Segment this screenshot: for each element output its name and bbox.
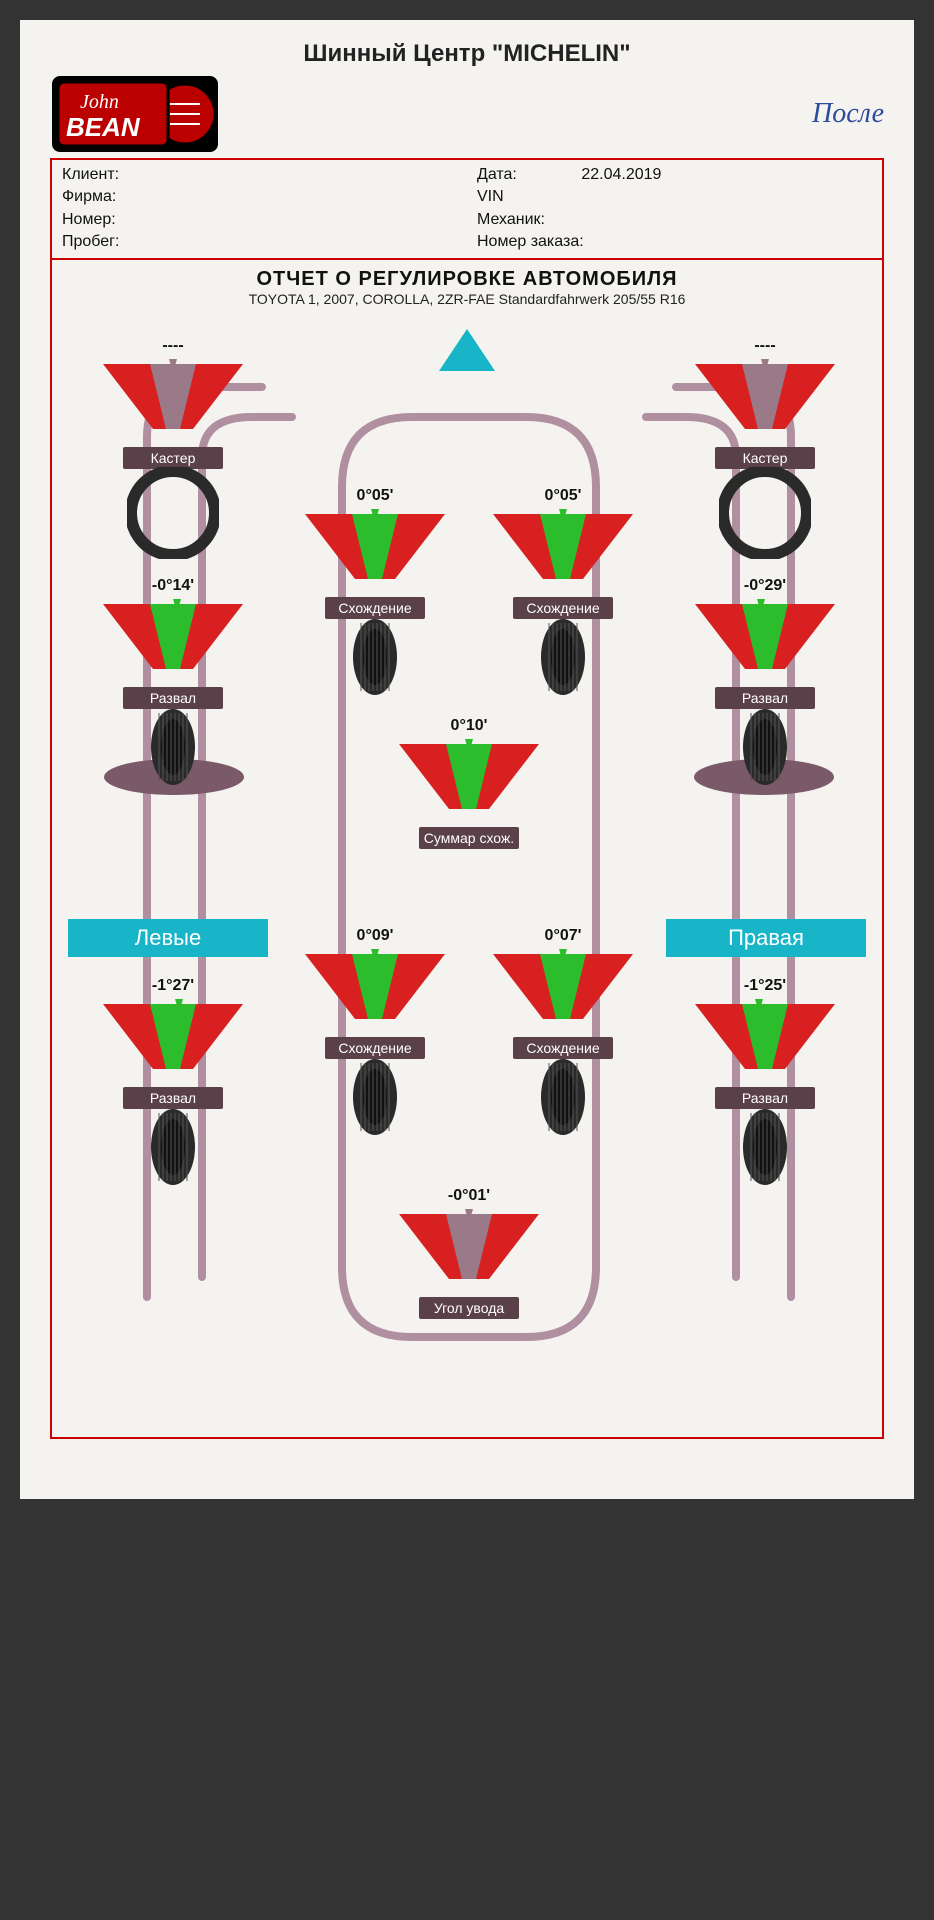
gauge-label: Развал <box>123 1087 223 1109</box>
firm-label: Фирма: <box>62 186 457 208</box>
rear-left-toe: 0°09' Схождение <box>300 927 450 1137</box>
gauge-value: -1°25' <box>690 977 840 995</box>
logo-row: John BEAN После <box>50 74 884 154</box>
gauge-label: Развал <box>715 687 815 709</box>
rear-left-camber: -1°27' Развал <box>98 977 248 1187</box>
gauge-label: Угол увода <box>419 1297 519 1319</box>
front-right-camber: -0°29' Развал <box>690 577 840 787</box>
diagram-box: ОТЧЕТ О РЕГУЛИРОВКЕ АВТОМОБИЛЯ TOYOTA 1,… <box>50 260 884 1439</box>
gauge-value: -1°27' <box>98 977 248 995</box>
gauge-label: Схождение <box>513 597 613 619</box>
client-label: Клиент: <box>62 164 457 186</box>
report-title: ОТЧЕТ О РЕГУЛИРОВКЕ АВТОМОБИЛЯ <box>52 260 882 291</box>
gauge-value: 0°09' <box>300 927 450 945</box>
front-left-caster: ---- Кастер <box>98 337 248 559</box>
gauge-value: 0°07' <box>488 927 638 945</box>
client-info-box: Клиент: Фирма: Номер: Пробег: Дата: 22.0… <box>50 158 884 260</box>
gauge-label: Развал <box>123 687 223 709</box>
gauge-label: Схождение <box>513 1037 613 1059</box>
direction-arrow-icon <box>437 327 497 373</box>
center-title: Шинный Центр "MICHELIN" <box>50 40 884 68</box>
thrust-angle: -0°01' Угол увода <box>394 1187 544 1317</box>
gauge-label: Суммар схож. <box>419 827 519 849</box>
number-label: Номер: <box>62 209 457 231</box>
rear-right-camber: -1°25' Развал <box>690 977 840 1187</box>
report-sheet: Шинный Центр "MICHELIN" John BEAN После … <box>20 20 914 1499</box>
svg-text:John: John <box>80 91 119 113</box>
rear-right-toe: 0°07' Схождение <box>488 927 638 1137</box>
right-side-label: Правая <box>666 919 866 957</box>
mileage-label: Пробег: <box>62 231 457 253</box>
front-left-camber: -0°14' Развал <box>98 577 248 787</box>
gauge-value: 0°10' <box>394 717 544 735</box>
gauge-value: 0°05' <box>300 487 450 505</box>
gauge-label: Схождение <box>325 597 425 619</box>
date-label: Дата: <box>477 166 517 183</box>
left-side-label: Левые <box>68 919 268 957</box>
gauge-value: ---- <box>98 337 248 355</box>
front-right-toe: 0°05' Схождение <box>488 487 638 697</box>
gauge-value: -0°29' <box>690 577 840 595</box>
gauge-label: Кастер <box>715 447 815 469</box>
gauge-value: 0°05' <box>488 487 638 505</box>
gauge-label: Кастер <box>123 447 223 469</box>
gauge-label: Схождение <box>325 1037 425 1059</box>
gauge-value: -0°14' <box>98 577 248 595</box>
mechanic-label: Механик: <box>477 209 872 231</box>
front-total-toe: 0°10' Суммар схож. <box>394 717 544 847</box>
gauge-value: ---- <box>690 337 840 355</box>
order-label: Номер заказа: <box>477 231 872 253</box>
gauge-value: -0°01' <box>394 1187 544 1205</box>
front-right-caster: ---- Кастер <box>690 337 840 559</box>
vehicle-line: TOYOTA 1, 2007, COROLLA, 2ZR-FAE Standar… <box>52 291 882 313</box>
svg-text:BEAN: BEAN <box>66 112 141 142</box>
vin-label: VIN <box>477 186 872 208</box>
alignment-diagram: Левые Правая ---- Кастер ---- Кастер <box>52 317 882 1437</box>
handwritten-after: После <box>812 98 884 130</box>
front-left-toe: 0°05' Схождение <box>300 487 450 697</box>
john-bean-logo: John BEAN <box>50 74 220 154</box>
gauge-label: Развал <box>715 1087 815 1109</box>
date-value: 22.04.2019 <box>581 166 661 183</box>
